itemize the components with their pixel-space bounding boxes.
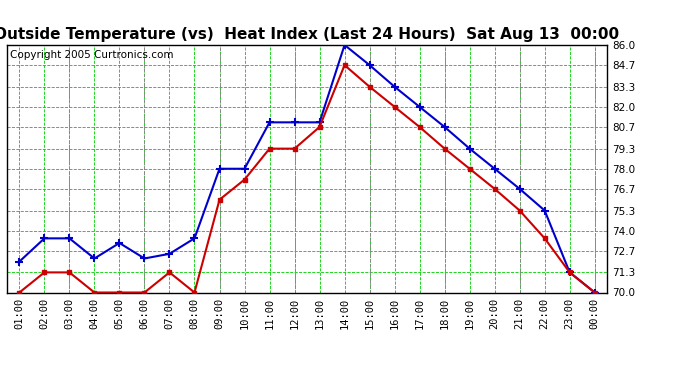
Text: Copyright 2005 Curtronics.com: Copyright 2005 Curtronics.com (10, 50, 173, 60)
Title: Outside Temperature (vs)  Heat Index (Last 24 Hours)  Sat Aug 13  00:00: Outside Temperature (vs) Heat Index (Las… (0, 27, 620, 42)
